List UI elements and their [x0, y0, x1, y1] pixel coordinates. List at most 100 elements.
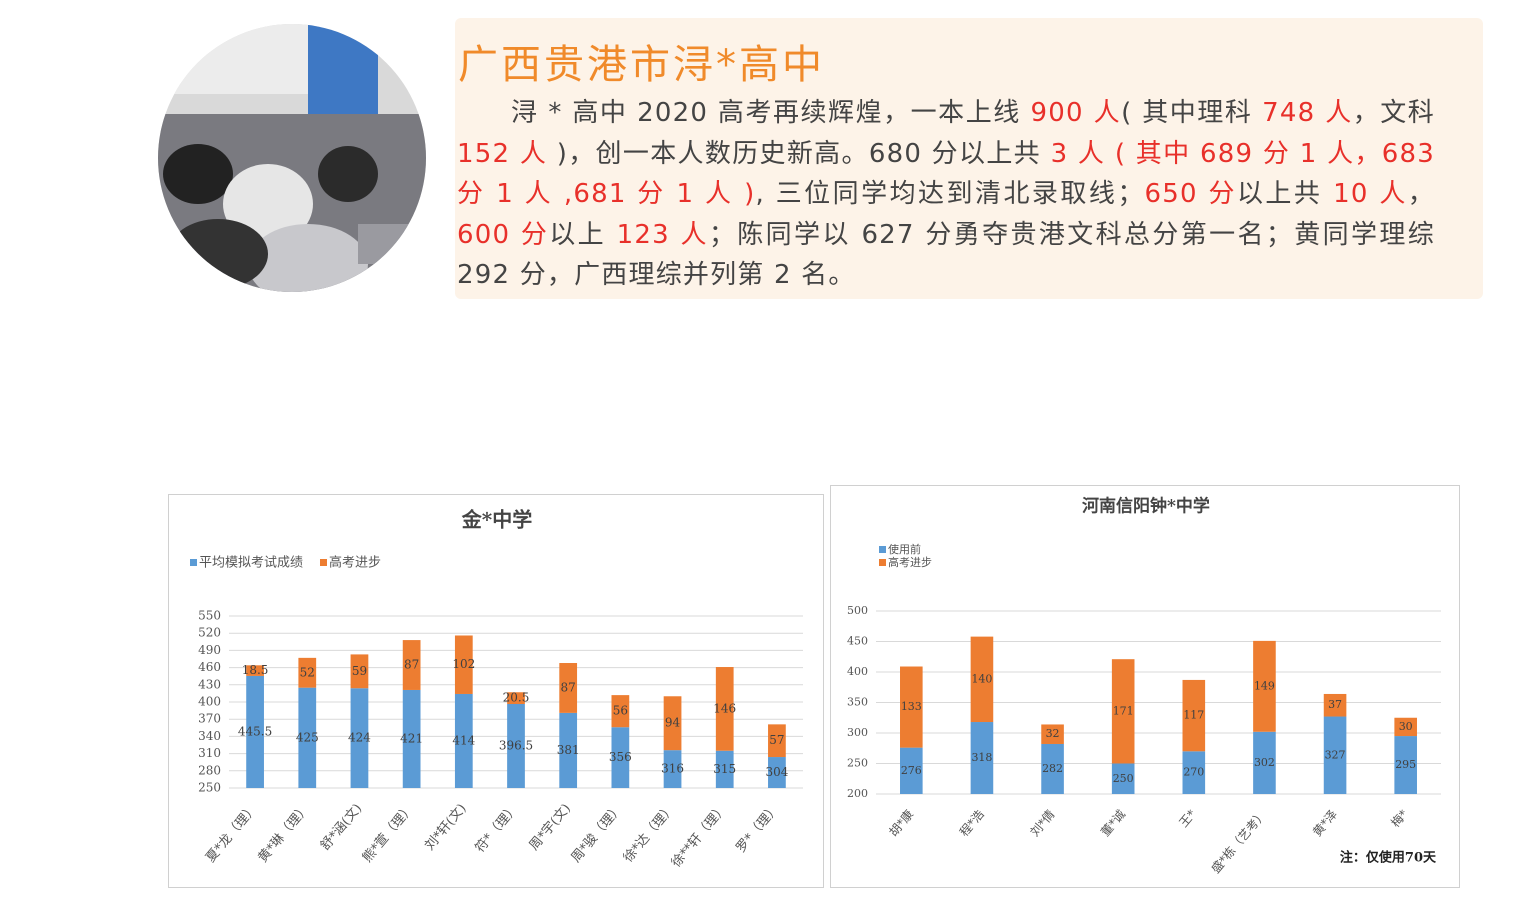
value-label: 414: [452, 733, 475, 747]
x-tick-label: 符*（理）: [472, 801, 522, 856]
bar-segment: [402, 689, 421, 788]
highlight-text: 650 分: [1144, 179, 1237, 209]
bar-segment: [298, 657, 317, 688]
y-tick-label: 430: [198, 677, 221, 691]
highlight-text: 10 人: [1333, 179, 1408, 209]
value-label: 304: [765, 765, 788, 779]
value-label: 302: [1254, 756, 1275, 769]
y-tick-label: 310: [198, 746, 221, 760]
legend-swatch: [879, 546, 886, 553]
value-label: 37: [1328, 698, 1342, 711]
legend-swatch: [190, 559, 197, 566]
x-tick-label: 盛*栋（艺考）: [1208, 807, 1270, 876]
x-tick-label: 刘*倩: [1028, 807, 1058, 839]
bar-segment: [1394, 717, 1417, 737]
bar-segment: [350, 688, 369, 788]
bar-segment: [970, 636, 994, 723]
y-tick-label: 280: [198, 763, 221, 777]
x-tick-label: 程*浩: [956, 807, 987, 840]
value-label: 356: [609, 750, 632, 764]
value-label: 56: [613, 704, 628, 718]
value-label: 87: [404, 658, 419, 672]
highlight-text: 152 人: [457, 138, 548, 169]
y-tick-label: 450: [847, 635, 868, 648]
highlight-text: 600 分: [457, 219, 550, 250]
value-label: 396.5: [499, 739, 533, 753]
paragraph-text: ；陈同学以 627 分勇夺贵港文科总分第一名；黄同学理综 292 分，广西理综并…: [457, 219, 1435, 291]
value-label: 318: [971, 751, 992, 764]
value-label: 18.5: [242, 663, 269, 677]
x-tick-label: 罗*（理）: [734, 801, 783, 855]
y-tick-label: 300: [847, 726, 868, 739]
y-tick-label: 550: [198, 609, 221, 623]
bar-segment: [454, 635, 473, 694]
value-label: 250: [1113, 772, 1134, 785]
bar-segment: [246, 665, 264, 676]
value-label: 87: [561, 680, 576, 694]
bar-segment: [298, 687, 317, 788]
paragraph-text: ( 其中理科: [1121, 98, 1263, 128]
value-label: 282: [1042, 762, 1063, 775]
value-label: 149: [1254, 679, 1275, 692]
value-label: 57: [769, 733, 784, 747]
bar-segment: [1323, 693, 1347, 717]
y-tick-label: 370: [198, 712, 221, 726]
legend-label: 高考进步: [329, 555, 381, 571]
highlight-text: 748 人: [1262, 98, 1353, 128]
y-tick-label: 200: [847, 787, 868, 800]
bar-segment: [350, 654, 369, 689]
value-label: 270: [1183, 766, 1204, 779]
value-label: 445.5: [238, 724, 272, 738]
highlight-text: 3 人 ( 其中 689 分 1 人，683 分 1 人 ,681 分 1 人 …: [457, 138, 1435, 210]
paragraph-text: , 三位同学均达到清北录取线；: [755, 179, 1145, 209]
bar-segment: [507, 704, 525, 788]
legend-label: 使用前: [888, 542, 921, 556]
y-tick-label: 460: [198, 660, 221, 674]
photo: [158, 24, 426, 292]
paragraph-text: ，: [1407, 179, 1435, 209]
chart-title: 金*中学: [461, 508, 532, 532]
bar-segment: [768, 724, 786, 758]
paragraph-text: )，创一本人数历史新高。680 分以上共: [547, 138, 1051, 169]
value-label: 102: [452, 657, 475, 671]
legend-swatch: [879, 559, 886, 566]
bar-segment: [1041, 743, 1064, 794]
value-label: 140: [971, 672, 992, 685]
bar-segment: [1182, 679, 1206, 752]
bar-segment: [900, 747, 923, 794]
x-tick-label: 舒*涵(文): [318, 801, 365, 853]
x-tick-label: 王*: [1176, 807, 1198, 830]
x-tick-label: 黄*泽: [1310, 807, 1340, 839]
paragraph-text: 以上共: [1236, 179, 1334, 209]
intro-box: 广西贵港市浔*高中 浔 * 高中 2020 高考再续辉煌，一本上线 900 人(…: [455, 18, 1483, 299]
bar-segment: [1394, 736, 1417, 794]
bar-segment: [663, 750, 682, 788]
bar-segment: [900, 666, 923, 748]
x-tick-label: 周*宇(文): [527, 801, 574, 853]
x-tick-label: 刘*轩(文): [422, 801, 469, 853]
bar-segment: [663, 696, 682, 751]
y-tick-label: 400: [198, 695, 221, 709]
x-tick-label: 熊*萱（理）: [359, 801, 417, 866]
value-label: 276: [901, 764, 922, 777]
value-label: 30: [1399, 720, 1413, 733]
x-tick-label: 梅*: [1388, 807, 1411, 830]
bar-segment: [768, 757, 786, 788]
value-label: 316: [661, 762, 684, 776]
y-tick-label: 250: [847, 757, 868, 770]
value-label: 133: [901, 700, 922, 713]
bar-segment: [1253, 731, 1276, 794]
x-tick-label: 董*诚: [1098, 807, 1128, 839]
value-label: 32: [1046, 727, 1060, 740]
x-tick-label: 胡*康: [886, 807, 917, 840]
bar-segment: [715, 750, 734, 788]
paragraph-text: 以上: [549, 219, 617, 250]
value-label: 425: [296, 730, 319, 744]
highlight-text: 123 人: [616, 219, 709, 250]
y-tick-label: 340: [198, 729, 221, 743]
bar-segment: [1041, 724, 1064, 744]
value-label: 20.5: [503, 691, 530, 705]
bar-segment: [611, 727, 630, 788]
